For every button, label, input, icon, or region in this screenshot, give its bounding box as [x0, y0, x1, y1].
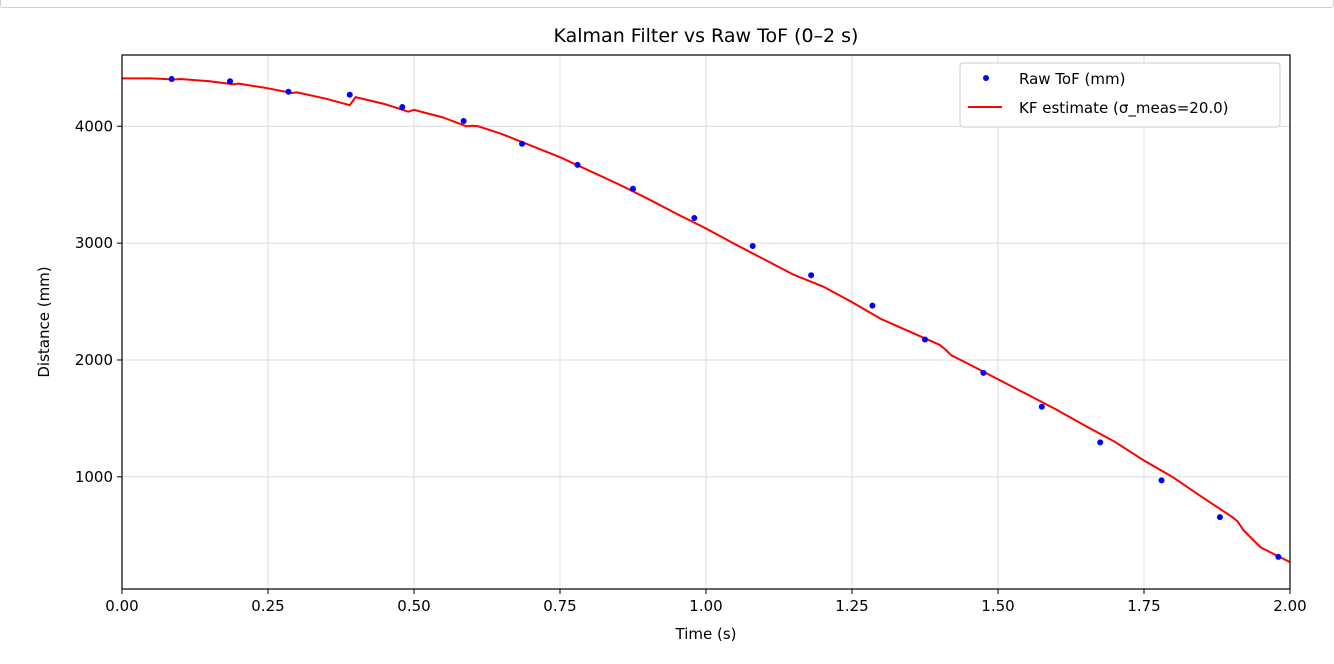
legend-box [959, 62, 1281, 128]
y-tick-label: 4000 [75, 117, 113, 135]
raw-tof-point [1275, 553, 1282, 560]
y-tick-label: 2000 [75, 351, 113, 369]
raw-tof-point [749, 243, 756, 250]
raw-tof-point [227, 78, 234, 85]
chart-title: Kalman Filter vs Raw ToF (0–2 s) [554, 25, 859, 47]
raw-tof-point [1097, 439, 1104, 446]
x-tick-label: 1.75 [1127, 597, 1160, 615]
x-tick-label: 2.00 [1273, 597, 1306, 615]
kf-estimate-line [122, 77, 1291, 563]
raw-tof-point [980, 369, 987, 376]
raw-tof-point [1158, 477, 1165, 484]
x-axis-label: Time (s) [675, 625, 737, 643]
x-tick-label: 1.50 [981, 597, 1014, 615]
y-axis-label: Distance (mm) [35, 266, 53, 377]
legend: Raw ToF (mm) KF estimate (σ_meas=20.0) [959, 62, 1281, 128]
raw-tof-point [691, 215, 698, 222]
y-tick-label: 1000 [75, 468, 113, 486]
axis-ticks: 0.00 0.25 0.50 0.75 1.00 1.25 1.50 1.75 2.00 1000… [75, 117, 1307, 615]
x-tick-label: 0.00 [105, 597, 138, 615]
raw-tof-point [168, 75, 175, 82]
raw-tof-point [519, 140, 526, 147]
raw-tof-point [346, 91, 353, 98]
y-tick-label: 3000 [75, 234, 113, 252]
raw-tof-point [869, 302, 876, 309]
raw-tof-point [630, 185, 636, 192]
raw-tof-point [922, 336, 928, 343]
raw-tof-point [399, 103, 406, 110]
raw-tof-point [808, 272, 815, 279]
plot-series [122, 75, 1291, 563]
raw-tof-point [574, 161, 581, 168]
x-tick-label: 0.25 [251, 597, 284, 615]
raw-tof-point [285, 88, 292, 95]
x-tick-label: 1.25 [835, 597, 868, 615]
raw-tof-point [460, 118, 467, 125]
legend-label-raw: Raw ToF (mm) [1019, 70, 1125, 88]
window-top-edge [0, 0, 1334, 8]
x-tick-label: 1.00 [689, 597, 722, 615]
legend-label-kf: KF estimate (σ_meas=20.0) [1019, 99, 1229, 118]
raw-tof-point [1038, 403, 1045, 410]
x-tick-label: 0.75 [543, 597, 576, 615]
raw-tof-point [1216, 514, 1223, 521]
legend-marker-raw [983, 75, 989, 81]
x-tick-label: 0.50 [397, 597, 430, 615]
